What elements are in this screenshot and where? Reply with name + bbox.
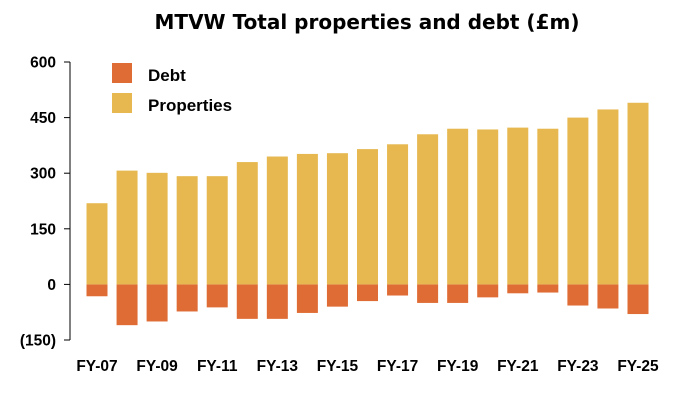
x-tick-label: FY-15 (317, 358, 359, 375)
bar-debt-fy-07 (86, 284, 108, 297)
x-tick-label: FY-17 (377, 358, 418, 375)
bar-properties-fy-16 (357, 149, 378, 285)
bar-properties-fy-23 (567, 117, 589, 285)
y-tick-label: (150) (20, 333, 56, 350)
y-axis: 600 450 300 150 0 (150) (20, 55, 71, 350)
bar-debt-fy-09 (146, 284, 168, 322)
x-tick-label: FY-13 (257, 358, 299, 375)
bar-debt-fy-20 (477, 284, 499, 298)
bar-debt-fy-22 (537, 284, 559, 293)
bar-debt-fy-25 (627, 284, 649, 315)
bar-debt-fy-14 (296, 284, 318, 313)
bar-debt-fy-23 (567, 284, 589, 306)
legend-label-properties: Properties (148, 96, 232, 115)
x-tick-label: FY-07 (76, 358, 117, 375)
bar-properties-fy-17 (387, 144, 409, 285)
legend-swatch-debt (112, 63, 132, 83)
bar-properties-fy-18 (417, 134, 439, 285)
bar-properties-fy-08 (116, 170, 138, 285)
bar-properties-fy-24 (597, 109, 619, 285)
bar-properties-fy-19 (447, 128, 469, 285)
bar-debt-fy-19 (447, 284, 469, 303)
bar-properties-fy-09 (146, 172, 168, 285)
bar-debt-fy-12 (236, 284, 258, 319)
bar-debt-fy-15 (326, 284, 348, 307)
x-tick-label: FY-19 (437, 358, 479, 375)
bar-debt-fy-13 (266, 284, 288, 319)
bar-properties-fy-13 (266, 156, 288, 285)
bar-debt-fy-24 (597, 284, 619, 309)
bar-properties-fy-14 (296, 153, 318, 285)
bar-properties-fy-25 (627, 102, 649, 285)
bar-debt-fy-18 (417, 284, 439, 303)
x-axis: FY-07 FY-09 FY-11 FY-13 FY-15 FY-17 FY-19 FY-21… (76, 358, 659, 375)
y-tick-label: 150 (30, 221, 56, 238)
x-tick-label: FY-09 (136, 358, 178, 375)
bar-properties-fy-15 (326, 153, 348, 285)
y-tick-label: 600 (30, 55, 56, 72)
bar-debt-fy-17 (387, 284, 409, 296)
legend-swatch-properties (112, 93, 132, 113)
bars-group (86, 102, 649, 326)
y-tick-label: 450 (30, 110, 56, 127)
chart-title: MTVW Total properties and debt (£m) (155, 10, 580, 34)
x-tick-label: FY-21 (497, 358, 539, 375)
legend: Debt Properties (112, 63, 232, 115)
bar-debt-fy-08 (116, 284, 138, 326)
bar-properties-fy-21 (507, 127, 529, 285)
bar-properties-fy-20 (477, 129, 499, 285)
x-tick-label: FY-11 (197, 358, 238, 375)
bar-properties-fy-07 (86, 203, 108, 285)
bar-debt-fy-10 (176, 284, 198, 312)
legend-label-debt: Debt (148, 66, 186, 85)
bar-properties-fy-11 (206, 176, 228, 285)
bar-properties-fy-22 (537, 128, 559, 285)
x-tick-label: FY-23 (557, 358, 599, 375)
bar-properties-fy-10 (176, 176, 198, 285)
x-tick-label: FY-25 (617, 358, 659, 375)
bar-debt-fy-21 (507, 284, 529, 294)
bar-debt-fy-11 (206, 284, 228, 308)
y-tick-label: 300 (30, 166, 56, 183)
bar-properties-fy-12 (236, 162, 258, 285)
y-tick-label: 0 (47, 277, 56, 294)
bar-debt-fy-16 (357, 284, 378, 302)
